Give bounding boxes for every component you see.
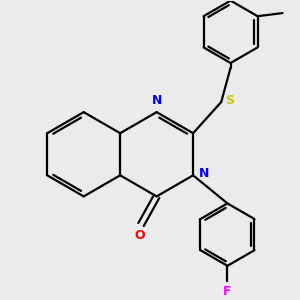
Text: N: N — [200, 167, 210, 180]
Text: S: S — [225, 94, 234, 107]
Text: N: N — [152, 94, 162, 107]
Text: F: F — [223, 284, 232, 298]
Text: O: O — [134, 229, 145, 242]
